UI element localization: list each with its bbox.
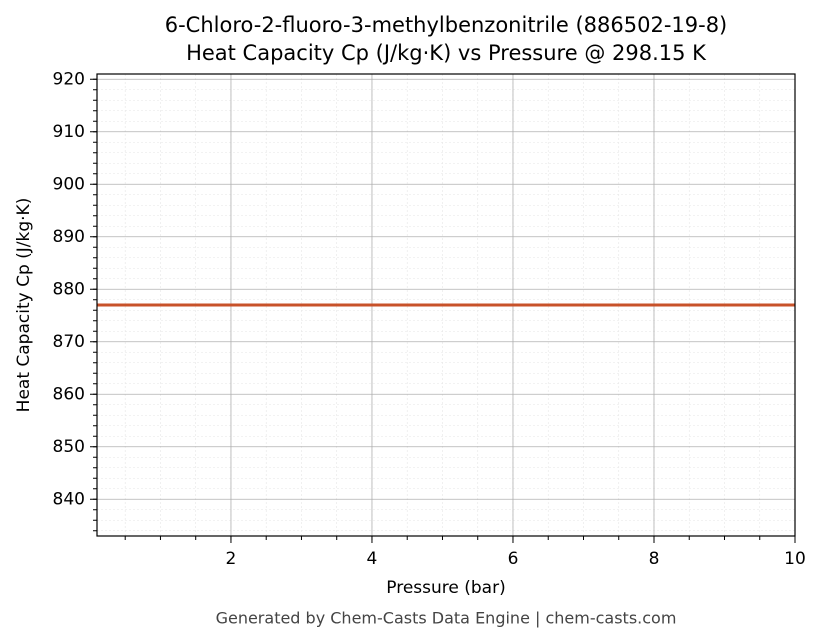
y-tick-label: 880 xyxy=(53,279,85,299)
x-tick-label: 10 xyxy=(784,549,806,569)
y-tick-label: 860 xyxy=(53,384,85,404)
x-axis-label: Pressure (bar) xyxy=(386,578,505,598)
y-tick-label: 910 xyxy=(53,122,85,142)
x-tick-label: 8 xyxy=(649,549,660,569)
y-tick-label: 850 xyxy=(53,437,85,457)
y-tick-label: 890 xyxy=(53,227,85,247)
x-tick-label: 2 xyxy=(226,549,237,569)
y-tick-label: 870 xyxy=(53,332,85,352)
chart-subtitle: Heat Capacity Cp (J/kg·K) vs Pressure @ … xyxy=(186,41,707,65)
y-tick-label: 840 xyxy=(53,489,85,509)
y-tick-label: 920 xyxy=(53,69,85,89)
y-axis-label: Heat Capacity Cp (J/kg·K) xyxy=(14,198,34,413)
chart-title: 6-Chloro-2-fluoro-3-methylbenzonitrile (… xyxy=(165,13,728,37)
y-tick-label: 900 xyxy=(53,174,85,194)
x-tick-label: 6 xyxy=(508,549,519,569)
plot-frame xyxy=(96,73,796,537)
x-tick-label: 4 xyxy=(367,549,378,569)
footer: Generated by Chem-Casts Data Engine | ch… xyxy=(216,609,677,628)
